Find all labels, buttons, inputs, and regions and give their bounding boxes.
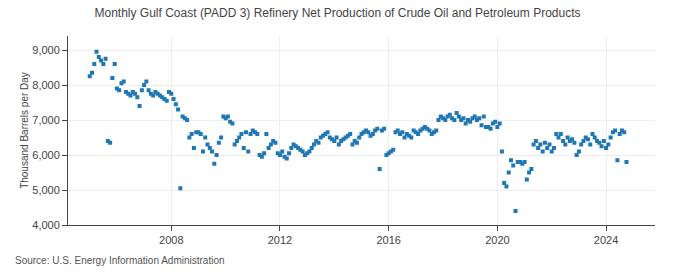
- svg-text:5,000: 5,000: [32, 184, 60, 196]
- svg-text:2016: 2016: [376, 234, 400, 246]
- svg-text:4,000: 4,000: [32, 219, 60, 231]
- svg-text:Source: U.S. Energy Informatio: Source: U.S. Energy Information Administ…: [15, 255, 225, 266]
- svg-text:2008: 2008: [159, 234, 183, 246]
- svg-text:8,000: 8,000: [32, 79, 60, 91]
- svg-text:2012: 2012: [268, 234, 292, 246]
- svg-text:2020: 2020: [485, 234, 509, 246]
- svg-text:Monthly Gulf Coast (PADD 3) Re: Monthly Gulf Coast (PADD 3) Refinery Net…: [95, 6, 581, 20]
- svg-text:6,000: 6,000: [32, 149, 60, 161]
- svg-text:9,000: 9,000: [32, 44, 60, 56]
- svg-text:2024: 2024: [594, 234, 618, 246]
- svg-text:7,000: 7,000: [32, 114, 60, 126]
- svg-text:Thousand Barrels per Day: Thousand Barrels per Day: [19, 72, 30, 189]
